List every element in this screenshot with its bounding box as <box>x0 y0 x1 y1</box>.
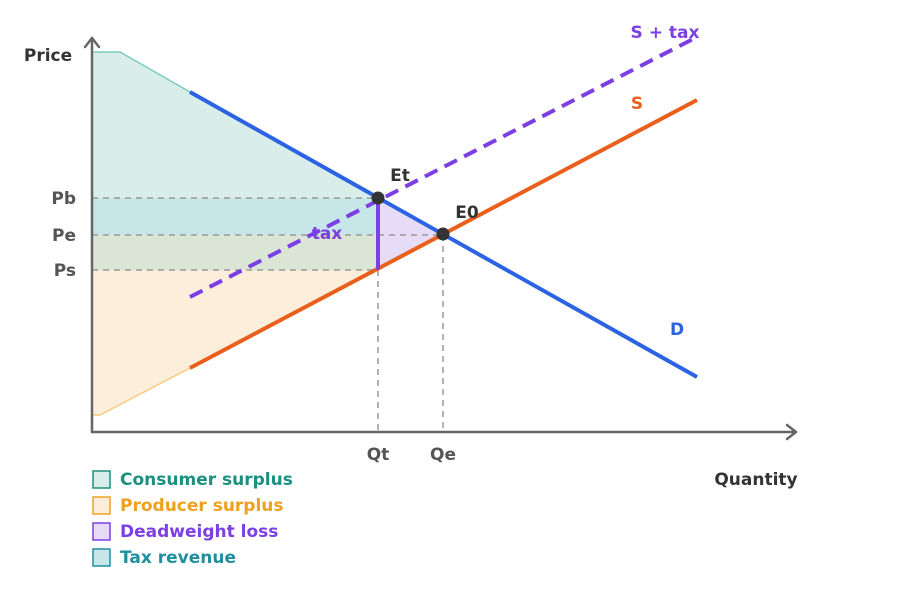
point-label: E0 <box>455 203 479 223</box>
price-label: Ps <box>54 261 76 281</box>
deadweight-loss-area <box>378 198 443 270</box>
curve-label: D <box>670 320 684 340</box>
producer-surplus-edge <box>92 367 191 416</box>
legend-swatch <box>92 470 111 489</box>
legend-label: Producer surplus <box>120 496 284 516</box>
curve-label: S + tax <box>631 23 700 43</box>
tax-label: tax <box>312 224 343 244</box>
supply-tax-curve <box>189 35 698 299</box>
point-e0 <box>436 227 450 241</box>
point-label: Et <box>390 166 410 186</box>
consumer-surplus-edge <box>92 51 191 93</box>
y-axis-arrow <box>83 36 101 49</box>
quantity-label: Qt <box>367 445 390 465</box>
legend-label: Deadweight loss <box>120 522 278 542</box>
legend-swatch <box>92 548 111 567</box>
consumer-surplus-area <box>92 52 378 198</box>
x-axis-label: Quantity <box>714 470 797 490</box>
legend-label: Tax revenue <box>120 548 236 568</box>
x-axis-arrow <box>785 423 798 441</box>
legend-swatch <box>92 496 111 515</box>
tax-revenue-area <box>92 198 378 235</box>
quantity-label: Qe <box>430 445 456 465</box>
tax-revenue-area <box>92 235 378 270</box>
curve-label: S <box>631 94 643 114</box>
y-axis-label: Price <box>24 46 72 66</box>
price-label: Pe <box>52 226 76 246</box>
legend-swatch <box>92 522 111 541</box>
legend-label: Consumer surplus <box>120 470 293 490</box>
point-et <box>371 191 385 205</box>
price-label: Pb <box>51 189 76 209</box>
